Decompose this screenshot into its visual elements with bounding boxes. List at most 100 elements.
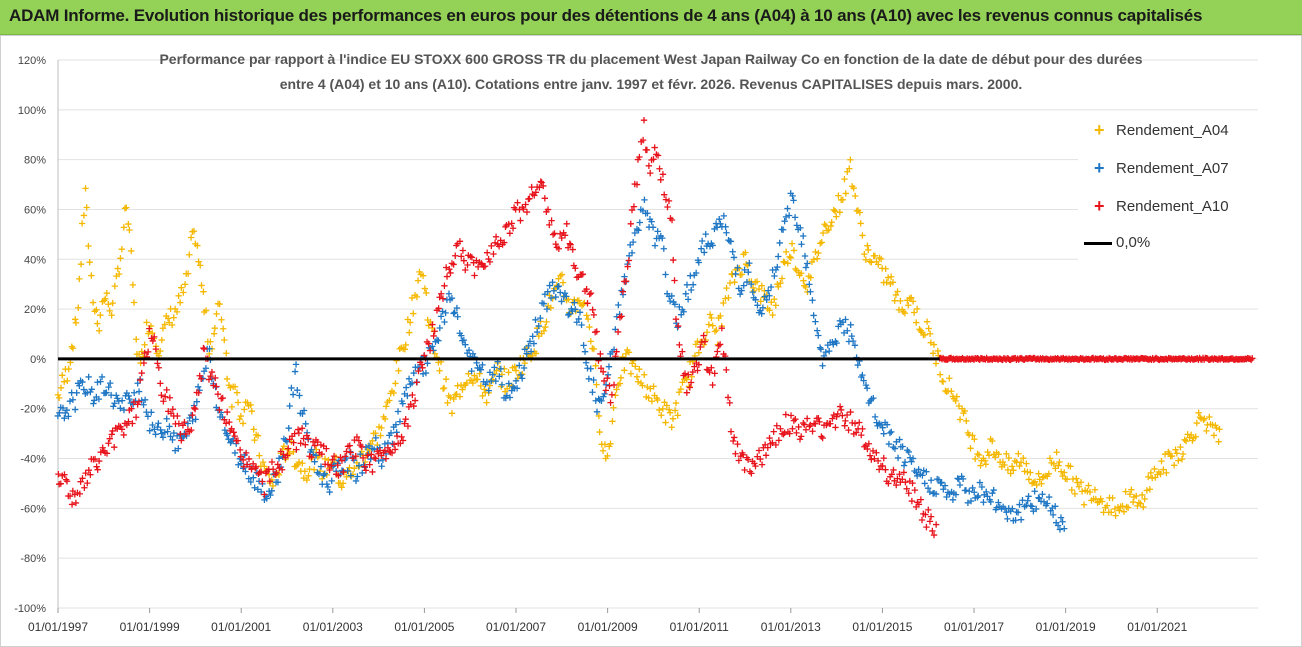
marker-rendement-a10 xyxy=(567,241,574,248)
marker-rendement-a04 xyxy=(103,290,110,297)
marker-rendement-a04 xyxy=(616,380,624,387)
marker-rendement-a04 xyxy=(280,443,288,450)
marker-rendement-a07 xyxy=(775,253,782,260)
marker-rendement-a07 xyxy=(83,389,91,396)
marker-rendement-a04 xyxy=(118,246,126,253)
marker-rendement-a04 xyxy=(1003,450,1010,458)
marker-rendement-a10 xyxy=(136,376,144,384)
marker-rendement-a07 xyxy=(695,259,702,266)
marker-rendement-a07 xyxy=(589,389,596,396)
marker-rendement-a10 xyxy=(893,481,900,489)
marker-rendement-a07 xyxy=(540,300,548,307)
marker-rendement-a04 xyxy=(471,372,478,379)
marker-rendement-a04 xyxy=(1039,474,1047,481)
marker-rendement-a04 xyxy=(251,436,258,444)
marker-rendement-a04 xyxy=(378,424,385,432)
marker-rendement-a07 xyxy=(148,409,155,416)
marker-rendement-a07 xyxy=(722,223,729,230)
marker-rendement-a10 xyxy=(346,442,353,449)
marker-rendement-a10 xyxy=(303,432,311,439)
marker-rendement-a07 xyxy=(392,421,400,428)
marker-rendement-a10 xyxy=(508,220,515,227)
marker-rendement-a10 xyxy=(697,343,704,351)
marker-rendement-a07 xyxy=(76,382,83,389)
marker-rendement-a04 xyxy=(1137,500,1144,507)
marker-rendement-a10 xyxy=(796,436,804,443)
marker-rendement-a10 xyxy=(347,449,354,456)
marker-rendement-a04 xyxy=(200,288,207,295)
marker-rendement-a07 xyxy=(498,381,506,388)
marker-rendement-a04 xyxy=(757,298,764,305)
marker-rendement-a10 xyxy=(481,263,489,270)
report-banner: ADAM Informe. Evolution historique des p… xyxy=(0,0,1302,35)
marker-rendement-a07 xyxy=(754,302,761,309)
marker-rendement-a04 xyxy=(1119,502,1126,510)
marker-rendement-a10 xyxy=(748,470,755,477)
marker-rendement-a10 xyxy=(786,430,793,437)
marker-rendement-a07 xyxy=(561,290,569,297)
marker-rendement-a04 xyxy=(1023,460,1030,467)
marker-rendement-a10 xyxy=(563,220,570,227)
marker-rendement-a07 xyxy=(956,481,964,489)
marker-rendement-a10 xyxy=(869,447,877,455)
marker-rendement-a10 xyxy=(633,181,641,188)
marker-rendement-a07 xyxy=(268,487,275,495)
marker-rendement-a10 xyxy=(636,153,643,161)
marker-rendement-a07 xyxy=(462,341,469,348)
marker-rendement-a04 xyxy=(164,315,172,322)
marker-rendement-a10 xyxy=(583,286,590,293)
marker-rendement-a04 xyxy=(213,310,220,318)
marker-rendement-a10 xyxy=(724,394,732,401)
marker-rendement-a10 xyxy=(640,117,648,124)
marker-rendement-a04 xyxy=(173,308,181,316)
marker-rendement-a10 xyxy=(726,399,733,407)
marker-rendement-a07 xyxy=(698,237,706,245)
marker-rendement-a04 xyxy=(877,255,885,263)
marker-rendement-a04 xyxy=(775,283,782,290)
marker-rendement-a10 xyxy=(888,471,895,478)
marker-rendement-a10 xyxy=(340,468,347,476)
marker-rendement-a04 xyxy=(463,379,471,387)
marker-rendement-a04 xyxy=(149,329,156,337)
y-tick-label: 40% xyxy=(24,254,46,266)
marker-rendement-a04 xyxy=(453,390,460,398)
marker-rendement-a10 xyxy=(458,253,465,260)
marker-rendement-a04 xyxy=(75,304,82,311)
marker-rendement-a07 xyxy=(709,242,716,249)
legend-label-a10: Rendement_A10 xyxy=(1116,198,1229,215)
marker-rendement-a07 xyxy=(344,467,351,475)
marker-rendement-a10 xyxy=(471,272,478,279)
marker-rendement-a04 xyxy=(158,336,165,344)
marker-rendement-a10 xyxy=(706,368,713,376)
marker-rendement-a10 xyxy=(441,282,448,290)
marker-rendement-a07 xyxy=(576,309,584,316)
marker-rendement-a07 xyxy=(689,281,697,288)
marker-rendement-a07 xyxy=(289,391,297,398)
marker-rendement-a04 xyxy=(256,452,263,459)
marker-rendement-a07 xyxy=(328,477,335,485)
marker-rendement-a10 xyxy=(219,394,226,402)
marker-rendement-a04 xyxy=(382,403,390,410)
marker-rendement-a04 xyxy=(769,311,776,319)
marker-rendement-a04 xyxy=(610,404,617,411)
marker-rendement-a04 xyxy=(905,302,912,309)
y-tick-label: -80% xyxy=(20,553,46,565)
marker-rendement-a07 xyxy=(758,310,765,317)
marker-rendement-a07 xyxy=(631,229,639,237)
marker-rendement-a07 xyxy=(789,192,796,200)
marker-rendement-a04 xyxy=(1157,470,1164,478)
marker-rendement-a10 xyxy=(755,447,763,454)
marker-rendement-a07 xyxy=(61,415,68,422)
marker-rendement-a04 xyxy=(299,460,306,467)
marker-rendement-a10 xyxy=(797,433,805,440)
marker-rendement-a04 xyxy=(782,248,790,256)
marker-rendement-a07 xyxy=(987,498,994,506)
marker-rendement-a10 xyxy=(505,220,512,228)
marker-rendement-a10 xyxy=(166,394,174,401)
legend-entry-a07: + Rendement_A07 xyxy=(1078,156,1268,182)
marker-rendement-a07 xyxy=(590,376,597,384)
marker-rendement-a10 xyxy=(732,450,739,457)
marker-rendement-a04 xyxy=(175,292,182,300)
marker-rendement-a04 xyxy=(644,383,651,391)
marker-rendement-a10 xyxy=(657,176,664,184)
